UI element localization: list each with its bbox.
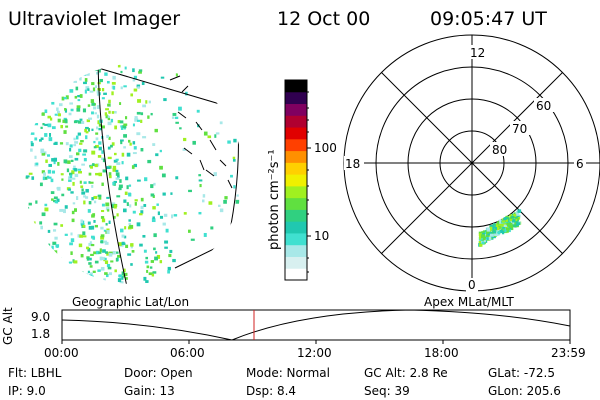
timeline-y-top: 9.0	[31, 310, 51, 324]
colorbar-segment	[285, 91, 307, 105]
instrument-title: Ultraviolet Imager	[8, 8, 181, 30]
mlt-label-6: 6	[576, 157, 584, 171]
colorbar-segment	[285, 138, 307, 152]
colorbar-segment	[285, 162, 307, 175]
colorbar-segment	[285, 174, 307, 187]
lat-label-70: 70	[512, 122, 527, 136]
timeline-y-bottom: 1.8	[31, 327, 51, 341]
time-label: 09:05:47 UT	[430, 8, 547, 30]
colorbar-label-10: 10	[314, 229, 329, 243]
colorbar-segment	[285, 197, 307, 210]
auroral-oval-emission	[478, 209, 522, 247]
date-label: 12 Oct 00	[277, 8, 371, 30]
colorbar-segment	[285, 80, 307, 93]
timeline-left-title: Geographic Lat/Lon	[72, 295, 190, 309]
seq-info: Seq: 39	[364, 384, 410, 398]
geographic-image	[23, 64, 243, 284]
glat-info: GLat: -72.5	[488, 366, 555, 380]
mode-info: Mode: Normal	[246, 366, 330, 380]
colorbar-segment	[285, 115, 307, 128]
timeline-tick-1: 06:00	[170, 346, 205, 360]
colorbar-segment	[285, 232, 307, 246]
timeline-plot	[61, 309, 571, 344]
timeline-tick-3: 18:00	[424, 346, 459, 360]
mlt-label-18: 18	[345, 157, 360, 171]
dsp-info: Dsp: 8.4	[246, 384, 297, 398]
filter-info: Flt: LBHL	[8, 366, 62, 380]
lat-label-80: 80	[492, 143, 507, 157]
door-info: Door: Open	[124, 366, 193, 380]
ip-info: IP: 9.0	[8, 384, 46, 398]
polar-plot	[343, 34, 600, 292]
timeline-axis-label: GC Alt	[1, 307, 15, 345]
timeline-right-title: Apex MLat/MLT	[424, 295, 514, 309]
colorbar-segment	[285, 256, 307, 269]
altitude-curve	[61, 309, 571, 341]
colorbar-segment	[285, 103, 307, 116]
timeline-tick-0: 00:00	[44, 346, 79, 360]
mlt-label-0: 0	[468, 278, 476, 292]
colorbar-unit-label: photon cm⁻²s⁻¹	[267, 149, 282, 250]
lat-label-60: 60	[536, 99, 551, 113]
colorbar-segment	[285, 150, 307, 163]
colorbar-label-100: 100	[314, 141, 337, 155]
gc-alt-info: GC Alt: 2.8 Re	[364, 366, 448, 380]
timeline-tick-4: 23:59	[551, 346, 586, 360]
colorbar-segment	[285, 268, 307, 281]
colorbar-segment	[285, 127, 307, 140]
timeline-tick-2: 12:00	[297, 346, 332, 360]
colorbar: 100 10 photon cm⁻²s⁻¹	[267, 79, 337, 281]
gain-info: Gain: 13	[124, 384, 175, 398]
mlt-label-12: 12	[470, 46, 485, 60]
colorbar-segment	[285, 244, 307, 257]
colorbar-segment	[285, 221, 307, 234]
glon-info: GLon: 205.6	[488, 384, 561, 398]
colorbar-segment	[285, 209, 307, 222]
colorbar-segment	[285, 185, 307, 199]
